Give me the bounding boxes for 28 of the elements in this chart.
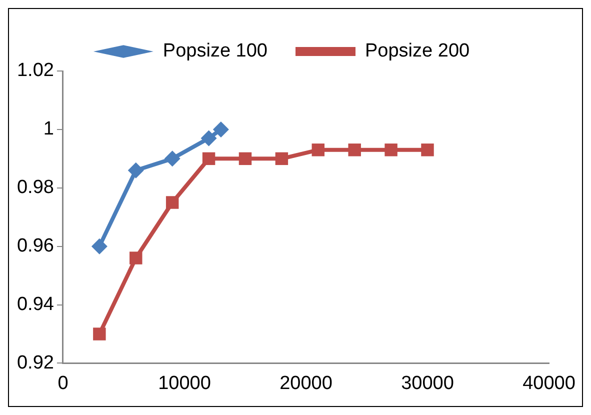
point <box>202 152 216 166</box>
point <box>200 130 217 146</box>
x-tick-label: 20000 <box>280 372 332 394</box>
y-tick-label: 1.02 <box>16 60 54 82</box>
y-tick-label: 0.96 <box>16 236 54 257</box>
legend-label: Popsize 200 <box>365 40 470 62</box>
x-tick-label: 40000 <box>522 372 576 394</box>
point <box>130 252 142 264</box>
point <box>212 121 229 138</box>
legend-label: Popsize 100 <box>162 40 268 62</box>
point <box>164 150 180 167</box>
y-tick-label: 0.94 <box>16 294 54 315</box>
point <box>384 144 398 156</box>
point <box>421 144 434 156</box>
y-tick-label: 0.98 <box>16 177 54 198</box>
y-tick-label: 0.92 <box>16 352 54 374</box>
point <box>275 152 288 166</box>
point <box>91 238 108 254</box>
y-tick-label: 1 <box>43 118 54 140</box>
point <box>348 144 361 156</box>
x-tick-label: 10000 <box>158 372 211 394</box>
x-tick-label: 0 <box>58 372 68 394</box>
point <box>312 144 325 156</box>
point <box>128 162 144 178</box>
x-tick-label: 30000 <box>401 372 454 394</box>
point <box>166 196 179 209</box>
point <box>238 152 252 166</box>
point <box>93 328 106 340</box>
